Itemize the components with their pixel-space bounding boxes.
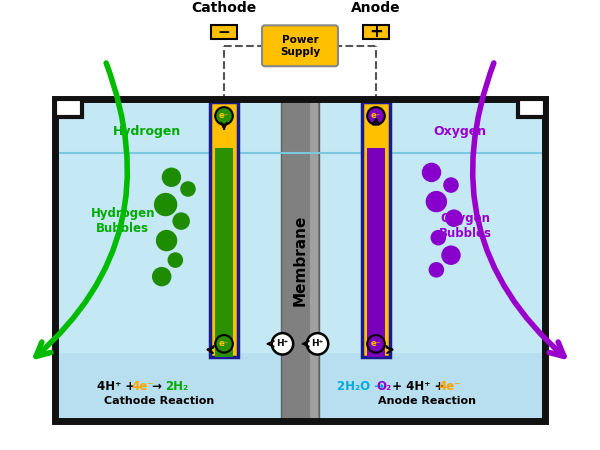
- Circle shape: [172, 212, 190, 230]
- Text: Membrane: Membrane: [293, 214, 308, 306]
- Text: 2H₂O →: 2H₂O →: [337, 380, 388, 393]
- Circle shape: [367, 107, 385, 125]
- Text: H⁺: H⁺: [277, 339, 289, 348]
- Circle shape: [152, 267, 172, 286]
- Text: +: +: [369, 23, 383, 41]
- Circle shape: [180, 181, 196, 197]
- Bar: [364, 25, 389, 39]
- Text: O₂: O₂: [377, 380, 392, 393]
- Bar: [362, 102, 389, 357]
- Bar: [310, 99, 317, 421]
- Text: Hydrogen
Bubbles: Hydrogen Bubbles: [91, 207, 155, 235]
- Circle shape: [215, 335, 233, 353]
- FancyBboxPatch shape: [262, 25, 338, 66]
- Text: Power
Supply: Power Supply: [280, 35, 320, 57]
- Text: Anode: Anode: [351, 0, 401, 14]
- Circle shape: [441, 245, 461, 265]
- Text: Oxygen
Bubbles: Oxygen Bubbles: [439, 212, 492, 240]
- Circle shape: [156, 230, 177, 251]
- Circle shape: [367, 335, 385, 353]
- Text: e⁻: e⁻: [371, 339, 381, 348]
- Text: e⁻: e⁻: [219, 112, 229, 121]
- Text: e⁻: e⁻: [219, 339, 229, 348]
- Text: H⁺: H⁺: [311, 339, 323, 348]
- Bar: [55, 99, 82, 117]
- Bar: [215, 148, 233, 357]
- Circle shape: [425, 191, 447, 212]
- Circle shape: [431, 230, 446, 245]
- Bar: [55, 99, 545, 353]
- Text: −: −: [218, 25, 230, 40]
- Circle shape: [428, 262, 444, 278]
- Circle shape: [422, 162, 441, 182]
- Circle shape: [154, 193, 177, 216]
- Circle shape: [272, 333, 293, 355]
- Text: →: →: [148, 380, 166, 393]
- Bar: [211, 102, 238, 357]
- Bar: [55, 353, 545, 421]
- Circle shape: [445, 209, 463, 227]
- Text: e⁻: e⁻: [371, 112, 381, 121]
- Text: + 4H⁺ +: + 4H⁺ +: [388, 380, 448, 393]
- Circle shape: [167, 252, 183, 268]
- Circle shape: [215, 107, 233, 125]
- Text: 4H⁺ +: 4H⁺ +: [97, 380, 140, 393]
- Text: 4e⁻: 4e⁻: [439, 380, 461, 393]
- Bar: [211, 25, 236, 39]
- Bar: [518, 99, 545, 117]
- Text: Oxygen: Oxygen: [433, 126, 487, 139]
- Text: Anode Reaction: Anode Reaction: [377, 396, 476, 406]
- Text: Cathode Reaction: Cathode Reaction: [104, 396, 214, 406]
- Text: 4e⁻: 4e⁻: [131, 380, 154, 393]
- Circle shape: [443, 177, 459, 193]
- Text: Hydrogen: Hydrogen: [113, 126, 181, 139]
- Bar: [55, 99, 545, 421]
- Text: 2H₂: 2H₂: [165, 380, 188, 393]
- Circle shape: [307, 333, 328, 355]
- Bar: [367, 148, 385, 357]
- Text: Cathode: Cathode: [191, 0, 257, 14]
- Bar: [281, 99, 319, 421]
- Circle shape: [161, 167, 181, 187]
